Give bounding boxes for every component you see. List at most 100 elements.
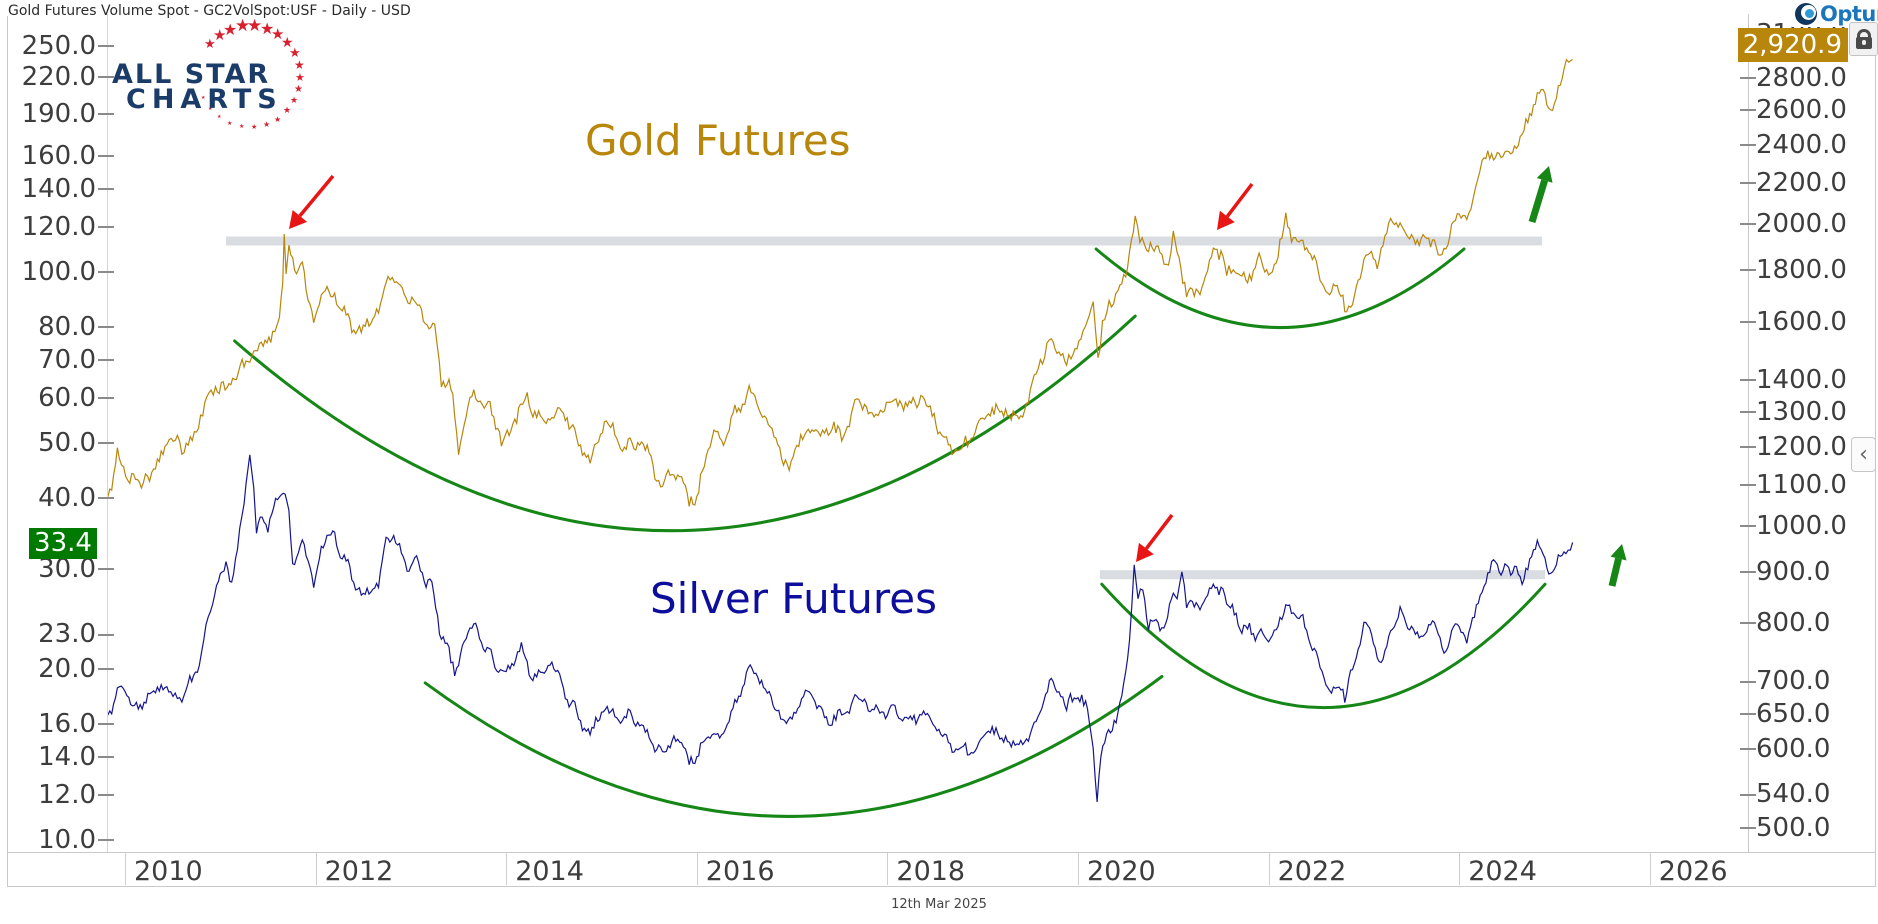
left-axis-tick-label: 40.0 [38,482,96,513]
left-axis-tick-label: 16.0 [38,709,96,739]
right-axis-tick [1740,747,1756,750]
year-separator [887,853,889,885]
star-icon: ★ [271,25,285,43]
left-axis-tick-label: 10.0 [38,824,96,855]
year-separator [125,853,126,885]
x-axis-year-label: 2020 [1087,856,1156,887]
star-icon: ★ [281,35,294,51]
right-axis-tick [1740,410,1756,413]
right-axis-tick [1740,320,1756,323]
star-icon: ★ [204,37,216,52]
right-axis-tick-label: 1600.0 [1756,306,1847,337]
year-separator [1268,853,1270,885]
left-axis-tick [98,76,114,79]
right-axis-tick-label: 1100.0 [1756,469,1847,500]
star-icon: ★ [263,120,271,129]
left-axis-tick [98,755,114,758]
gold-series-label: Gold Futures [585,116,851,165]
right-axis-tick-label: 700.0 [1756,666,1831,697]
year-separator [506,853,508,885]
plot-layer [107,58,1574,818]
star-icon: ★ [201,95,206,101]
left-axis-tick-label: 80.0 [38,311,96,342]
right-axis-tick [1740,445,1756,448]
x-axis-year-label: 2016 [705,856,775,887]
right-axis-tick-label: 1300.0 [1756,396,1847,427]
right-axis-tick [1740,622,1756,625]
star-icon: ★ [235,16,251,36]
right-axis-tick [1740,109,1756,112]
chevron-left-icon: ‹ [1859,442,1868,467]
right-axis-tick [1740,483,1756,486]
left-axis-tick [98,112,114,115]
right-axis-tick-label: 800.0 [1756,608,1831,639]
star-icon: ★ [213,26,227,44]
left-axis-tick [98,358,114,361]
left-axis-tick [98,155,114,157]
x-axis-line [7,852,1876,853]
resistance-band [1099,570,1546,580]
left-axis-tick [98,187,114,190]
left-axis-tick [98,794,114,796]
x-axis-year-label: 2012 [324,856,394,887]
right-axis-tick [1740,712,1756,715]
right-axis-tick [1740,793,1756,796]
right-axis-tick-label: 540.0 [1756,779,1831,810]
left-axis-tick [98,839,114,841]
star-icon: ★ [294,58,305,72]
right-axis-tick [1740,181,1756,184]
right-axis-tick [1740,223,1756,226]
right-axis-tick-label: 2200.0 [1756,167,1847,198]
right-axis-tick [1740,571,1756,573]
cup-arc [1094,247,1466,330]
left-axis-tick-label: 20.0 [38,653,96,684]
green-arrow [1528,166,1553,224]
right-axis-tick [1740,269,1756,272]
right-axis-tick [1740,144,1756,146]
right-axis-tick-label: 1400.0 [1756,364,1847,395]
left-axis-tick-label: 14.0 [38,741,96,772]
left-axis-tick [98,396,114,399]
year-separator [696,853,698,885]
collapse-panel-button[interactable]: ‹ [1851,437,1876,472]
left-axis-tick-label: 160.0 [21,140,96,171]
lock-icon [1855,29,1872,49]
right-axis-tick-label: 2600.0 [1756,95,1847,126]
optuma-logo-icon [1795,3,1817,25]
x-axis-year-label: 2010 [134,856,203,887]
x-axis-year-label: 2026 [1658,856,1728,887]
cup-arc [1100,582,1547,709]
right-axis-tick [1740,378,1756,381]
left-axis-tick-label: 23.0 [38,619,96,650]
left-axis-tick [98,497,114,499]
gold-futures-line [107,58,1573,507]
left-axis-tick-label: 70.0 [38,344,96,375]
right-axis-tick-label: 600.0 [1756,733,1831,764]
x-axis-year-label: 2018 [896,856,966,887]
right-axis-tick-label: 500.0 [1756,812,1831,843]
star-icon: ★ [260,19,275,38]
star-icon: ★ [289,46,301,61]
right-axis-tick-label: 1800.0 [1756,255,1847,286]
resistance-band [226,236,1543,246]
red-arrow [1136,513,1174,562]
axis-lock-button[interactable] [1849,22,1878,56]
right-axis-tick-label: 650.0 [1756,698,1831,729]
left-axis-tick [98,633,114,636]
star-icon: ★ [251,123,258,131]
star-icon: ★ [247,16,263,36]
left-axis-tick [98,225,114,228]
right-axis-tick [1740,680,1756,683]
star-icon: ★ [294,84,303,95]
cup-arc [233,314,1137,533]
left-axis-tick-label: 220.0 [21,62,96,93]
star-icon: ★ [217,114,222,120]
silver-futures-line [107,454,1574,802]
silver-series-label: Silver Futures [650,574,937,623]
star-icon: ★ [208,106,213,112]
plot-area[interactable] [107,14,1748,852]
red-arrow [1217,182,1254,230]
x-axis-year-label: 2024 [1468,856,1537,887]
